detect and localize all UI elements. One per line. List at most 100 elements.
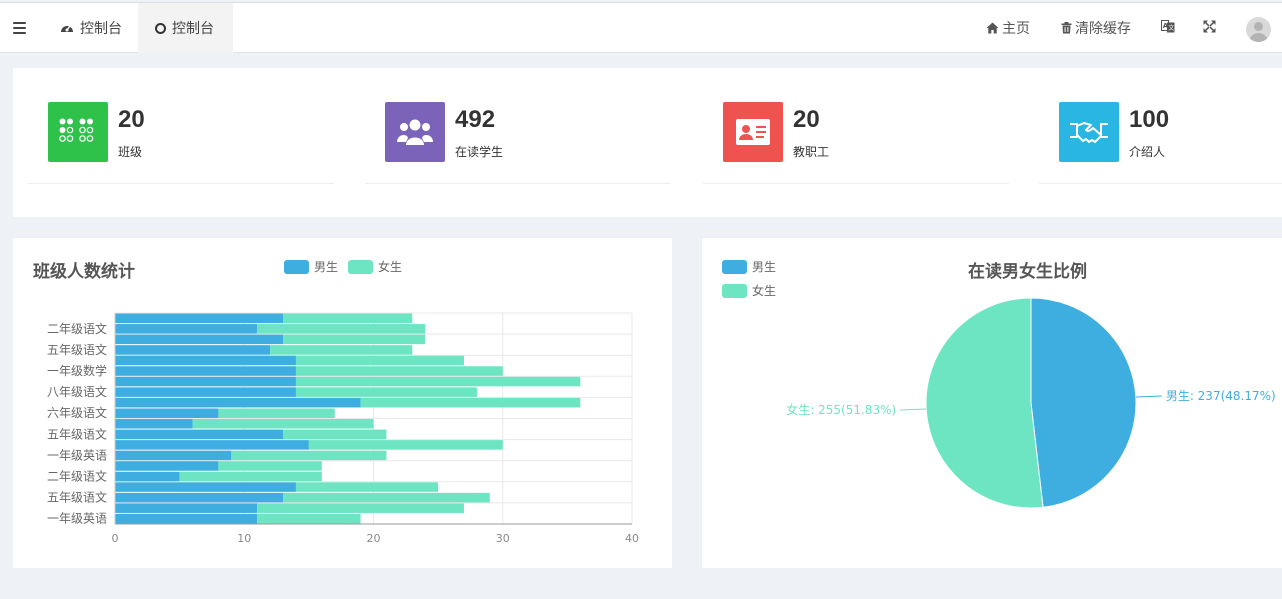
svg-text:A: A <box>1163 22 1169 30</box>
bar-female <box>283 313 413 324</box>
bar-female <box>283 334 426 345</box>
stat-value: 100 <box>1129 106 1170 133</box>
bar-female <box>218 408 335 418</box>
bar-female <box>179 471 322 482</box>
legend-label: 女生 <box>752 284 777 298</box>
y-tick-label: 二年级语文 <box>47 469 107 484</box>
stat-referrers: 100 介绍人 <box>1039 68 1282 184</box>
y-tick-label: 八年级语文 <box>47 384 107 399</box>
stat-label: 教职工 <box>793 145 830 159</box>
tab-dashboard-1[interactable]: 控制台 <box>60 3 122 53</box>
pie-slice <box>925 297 1044 509</box>
stat-classes: 20 班级 <box>28 68 334 184</box>
bar-male <box>115 429 284 440</box>
bar-male <box>115 482 296 492</box>
x-tick-label: 20 <box>367 532 381 545</box>
legend-female[interactable]: 女生 <box>722 282 776 299</box>
bar-female <box>295 482 439 492</box>
svg-text:文: 文 <box>1168 24 1174 32</box>
legend-label: 女生 <box>378 260 403 274</box>
bar-male <box>115 503 258 513</box>
x-tick-label: 30 <box>496 532 510 545</box>
x-tick-label: 0 <box>112 532 119 545</box>
fullscreen-button[interactable] <box>1203 3 1216 53</box>
y-tick-label: 五年级语文 <box>47 490 107 505</box>
id-card-icon <box>723 102 783 162</box>
bar-male <box>115 376 296 387</box>
stat-label: 班级 <box>118 145 143 159</box>
home-label: 主页 <box>1002 21 1030 37</box>
bar-male <box>115 513 258 524</box>
pie-label: 男生: 237(48.17%) <box>1166 389 1276 403</box>
bar-female <box>295 366 503 376</box>
bar-male <box>115 324 258 334</box>
handshake-icon <box>1059 102 1119 162</box>
bar-female <box>295 387 477 397</box>
legend-label: 男生 <box>314 260 339 274</box>
stat-label: 介绍人 <box>1129 145 1166 159</box>
bar-female <box>257 503 464 513</box>
stat-label: 在读学生 <box>455 145 504 159</box>
home-link[interactable]: 主页 <box>986 3 1030 53</box>
bar-female <box>308 440 503 450</box>
tab-dashboard-2[interactable]: 控制台 <box>138 3 233 53</box>
y-tick-label: 二年级语文 <box>47 321 107 336</box>
y-tick-label: 五年级语文 <box>47 342 107 357</box>
bar-female <box>295 376 581 387</box>
bar-male <box>115 345 271 355</box>
user-avatar[interactable] <box>1246 17 1271 42</box>
bar-male <box>115 408 219 418</box>
bar-male <box>115 397 361 408</box>
grid-icon <box>48 102 108 162</box>
bar-female <box>218 461 322 471</box>
x-tick-label: 40 <box>625 532 639 545</box>
tab-label: 控制台 <box>80 21 122 37</box>
bar-male <box>115 492 284 503</box>
legend-label: 男生 <box>752 260 777 274</box>
y-tick-label: 五年级语文 <box>47 426 107 441</box>
y-tick-label: 一年级英语 <box>47 448 107 462</box>
bar-chart: 0 10 20 30 40一年级英语五年级语文二年级语文一年级英语五年级语文六年级语文八… <box>47 312 639 545</box>
bar-male <box>115 366 296 376</box>
bar-female <box>295 355 464 366</box>
bar-male <box>115 450 232 461</box>
pie-label: 女生: 255(51.83%) <box>786 402 896 417</box>
bar-male <box>115 355 296 366</box>
bar-female <box>231 450 387 461</box>
home-icon <box>986 22 999 34</box>
clear-cache-button[interactable]: 清除缓存 <box>1061 3 1131 53</box>
tab-label: 控制台 <box>172 21 214 37</box>
class-count-card: 班级人数统计 男生 女生 0 10 20 30 40 一年级英语 五年级语文 二年级语文 一年级… <box>13 238 672 568</box>
y-tick-label: 一年级数学 <box>47 363 107 378</box>
bar-male <box>115 313 284 324</box>
legend-male[interactable]: 男生 <box>722 258 776 275</box>
bar-male <box>115 334 284 345</box>
x-tick-label: 10 <box>237 532 251 545</box>
bar-male <box>115 419 193 429</box>
bar-female <box>360 397 581 408</box>
pie-leader-line <box>1135 395 1162 398</box>
pie-slice <box>1030 297 1137 508</box>
expand-icon <box>1203 20 1216 37</box>
bar-female <box>257 513 361 524</box>
menu-toggle-icon[interactable] <box>13 22 26 34</box>
bar-chart-title: 班级人数统计 <box>33 262 135 282</box>
stat-students: 492 在读学生 <box>365 68 671 184</box>
bar-male <box>115 471 180 482</box>
bar-male <box>115 387 296 397</box>
trash-icon <box>1061 22 1072 34</box>
y-tick-label: 六年级语文 <box>47 405 107 420</box>
bar-female <box>283 429 387 440</box>
bar-female <box>257 324 426 334</box>
clear-cache-label: 清除缓存 <box>1075 21 1131 37</box>
legend-male[interactable]: 男生 <box>284 258 338 275</box>
stats-panel: 20 班级 492 在读学生 20 教职工 <box>13 68 1282 217</box>
pie-chart: 男生: 237(48.17%) 女生: 255(51.83%) <box>786 297 1276 509</box>
legend-female[interactable]: 女生 <box>348 258 402 275</box>
stat-value: 20 <box>793 106 820 133</box>
bar-female <box>283 492 490 503</box>
stat-staff: 20 教职工 <box>703 68 1009 184</box>
